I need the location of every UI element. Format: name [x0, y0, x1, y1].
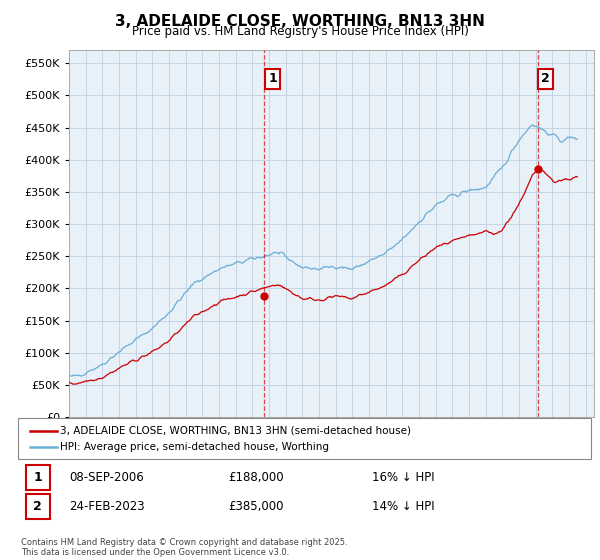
Text: 08-SEP-2006: 08-SEP-2006	[69, 470, 144, 484]
Text: 2: 2	[542, 72, 550, 86]
Text: Contains HM Land Registry data © Crown copyright and database right 2025.
This d: Contains HM Land Registry data © Crown c…	[21, 538, 347, 557]
Text: 24-FEB-2023: 24-FEB-2023	[69, 500, 145, 514]
Text: 16% ↓ HPI: 16% ↓ HPI	[372, 470, 434, 484]
Text: Price paid vs. HM Land Registry's House Price Index (HPI): Price paid vs. HM Land Registry's House …	[131, 25, 469, 38]
Text: £385,000: £385,000	[228, 500, 284, 514]
Text: 2: 2	[34, 500, 42, 514]
Text: 3, ADELAIDE CLOSE, WORTHING, BN13 3HN: 3, ADELAIDE CLOSE, WORTHING, BN13 3HN	[115, 14, 485, 29]
Text: £188,000: £188,000	[228, 470, 284, 484]
Text: 14% ↓ HPI: 14% ↓ HPI	[372, 500, 434, 514]
Text: HPI: Average price, semi-detached house, Worthing: HPI: Average price, semi-detached house,…	[60, 441, 329, 451]
Text: 3, ADELAIDE CLOSE, WORTHING, BN13 3HN (semi-detached house): 3, ADELAIDE CLOSE, WORTHING, BN13 3HN (s…	[60, 426, 411, 436]
Text: 1: 1	[34, 470, 42, 484]
Text: 1: 1	[268, 72, 277, 86]
